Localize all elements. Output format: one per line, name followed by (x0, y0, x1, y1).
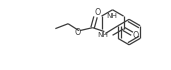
Text: NH: NH (97, 32, 108, 39)
Text: O: O (132, 31, 139, 40)
Text: NH: NH (107, 13, 118, 19)
Text: O: O (94, 8, 101, 17)
Text: O: O (75, 28, 81, 37)
